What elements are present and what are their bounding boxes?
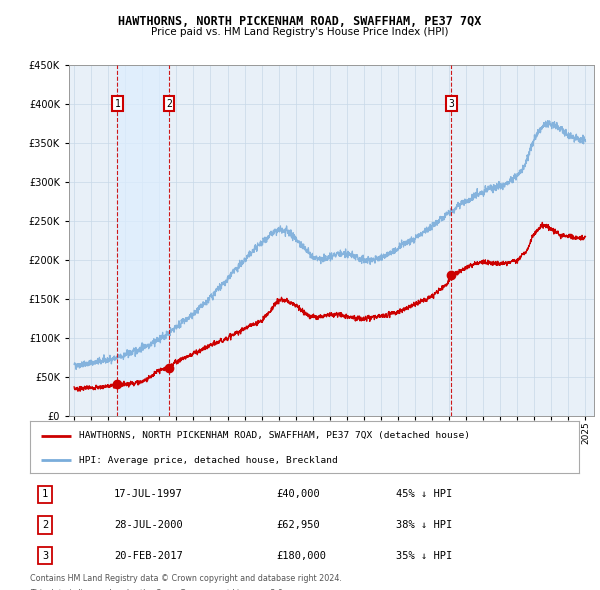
Text: 1: 1 [42,490,48,499]
Text: 45% ↓ HPI: 45% ↓ HPI [396,490,452,499]
Text: 2: 2 [166,99,172,109]
Text: 17-JUL-1997: 17-JUL-1997 [114,490,183,499]
Text: Contains HM Land Registry data © Crown copyright and database right 2024.: Contains HM Land Registry data © Crown c… [30,574,342,583]
Text: £62,950: £62,950 [276,520,320,530]
Text: 38% ↓ HPI: 38% ↓ HPI [396,520,452,530]
Text: HAWTHORNS, NORTH PICKENHAM ROAD, SWAFFHAM, PE37 7QX: HAWTHORNS, NORTH PICKENHAM ROAD, SWAFFHA… [118,15,482,28]
Text: HPI: Average price, detached house, Breckland: HPI: Average price, detached house, Brec… [79,455,338,465]
Text: Price paid vs. HM Land Registry's House Price Index (HPI): Price paid vs. HM Land Registry's House … [151,27,449,37]
Bar [118,65,169,416]
Text: 2: 2 [42,520,48,530]
Text: 1: 1 [115,99,121,109]
Text: 20-FEB-2017: 20-FEB-2017 [114,551,183,560]
Text: £180,000: £180,000 [276,551,326,560]
Text: HAWTHORNS, NORTH PICKENHAM ROAD, SWAFFHAM, PE37 7QX (detached house): HAWTHORNS, NORTH PICKENHAM ROAD, SWAFFHA… [79,431,470,440]
Text: 3: 3 [448,99,454,109]
Text: £40,000: £40,000 [276,490,320,499]
Text: 28-JUL-2000: 28-JUL-2000 [114,520,183,530]
Text: 35% ↓ HPI: 35% ↓ HPI [396,551,452,560]
Text: 3: 3 [42,551,48,560]
Text: This data is licensed under the Open Government Licence v3.0.: This data is licensed under the Open Gov… [30,589,286,590]
